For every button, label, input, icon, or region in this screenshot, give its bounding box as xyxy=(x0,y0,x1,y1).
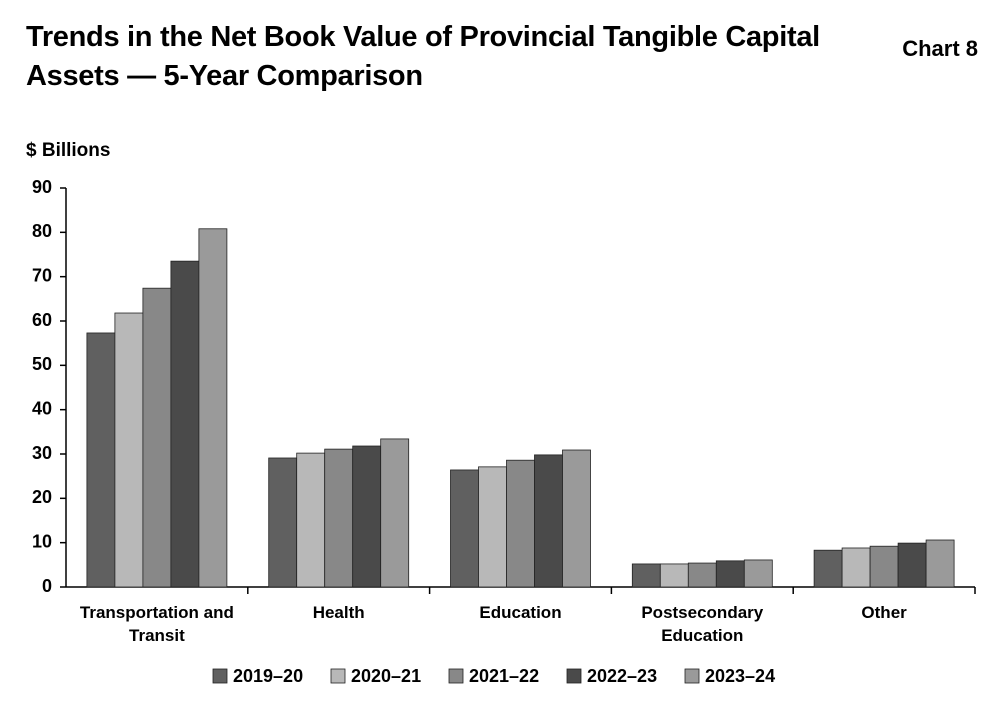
legend-swatch xyxy=(448,668,464,684)
bar xyxy=(198,228,228,588)
bar xyxy=(268,457,298,588)
legend-label: 2022–23 xyxy=(587,666,657,686)
chart-number: Chart 8 xyxy=(902,36,978,61)
bar xyxy=(450,469,479,588)
bar xyxy=(631,563,661,588)
legend-swatch xyxy=(330,668,346,684)
bar xyxy=(659,563,689,588)
bar xyxy=(324,448,354,588)
legend-label: 2020–21 xyxy=(351,666,421,686)
bar xyxy=(743,559,773,588)
y-tick-label: 70 xyxy=(32,265,52,285)
bar xyxy=(897,542,927,588)
bar xyxy=(142,287,172,588)
bar xyxy=(114,312,144,588)
legend-swatch xyxy=(212,668,228,684)
bar xyxy=(86,332,116,588)
bar xyxy=(562,449,591,588)
legend-swatch xyxy=(684,668,700,684)
y-tick-label: 40 xyxy=(32,398,52,418)
y-axis-label: $ Billions xyxy=(26,140,111,161)
bar xyxy=(478,466,507,588)
y-tick-label: 60 xyxy=(32,310,52,330)
bar xyxy=(813,549,843,588)
bar xyxy=(869,545,899,588)
y-tick-label: 80 xyxy=(32,221,52,241)
bar xyxy=(380,438,410,588)
legend-swatch xyxy=(566,668,582,684)
bar xyxy=(534,454,563,588)
y-tick-label: 10 xyxy=(32,531,52,551)
x-tick-label: Postsecondary Education xyxy=(641,603,764,645)
bar xyxy=(715,560,745,588)
bar xyxy=(841,547,871,588)
bar xyxy=(170,260,200,588)
y-tick-label: 20 xyxy=(32,487,52,507)
y-tick-label: 50 xyxy=(32,354,52,374)
bar xyxy=(506,459,535,588)
bar xyxy=(296,452,326,588)
y-tick-label: 90 xyxy=(32,177,52,197)
bar xyxy=(352,445,382,588)
y-tick-label: 30 xyxy=(32,443,52,463)
bar xyxy=(925,539,955,588)
bar xyxy=(687,562,717,588)
chart-title: Trends in the Net Book Value of Provinci… xyxy=(26,21,820,93)
x-tick-label: Other xyxy=(861,603,907,622)
x-tick-label: Transportation and Transit xyxy=(79,603,234,645)
y-tick-label: 0 xyxy=(42,576,52,596)
legend-label: 2023–24 xyxy=(705,666,775,686)
legend-label: 2021–22 xyxy=(469,666,539,686)
legend-label: 2019–20 xyxy=(233,666,303,686)
x-tick-label: Health xyxy=(312,603,365,622)
x-tick-label: Education xyxy=(479,603,562,622)
